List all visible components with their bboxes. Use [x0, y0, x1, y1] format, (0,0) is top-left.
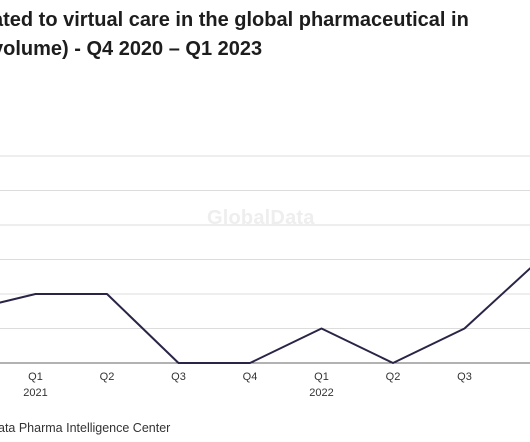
line-chart: Q1 2021 Q2 Q3 Q4 Q1 2022 Q2 Q3 — [0, 155, 530, 399]
chart-title: ated to virtual care in the global pharm… — [0, 6, 530, 64]
x-tick-label: Q4 — [243, 371, 258, 383]
chart-title-line-2: volume) - Q4 2020 – Q1 2023 — [0, 38, 263, 60]
x-tick-label: Q3 — [457, 371, 472, 383]
chart-title-line-1: ated to virtual care in the global pharm… — [0, 9, 469, 31]
x-tick-label: Q1 — [314, 371, 329, 383]
x-tick-year-label: 2022 — [309, 387, 333, 399]
x-tick-label: Q3 — [171, 371, 186, 383]
watermark: GlobalData — [207, 207, 315, 229]
x-tick-label: Q2 — [100, 371, 115, 383]
source-note: ata Pharma Intelligence Center — [0, 421, 171, 435]
x-tick-year-label: 2021 — [23, 387, 47, 399]
x-tick-label: Q1 — [28, 371, 43, 383]
x-tick-label: Q2 — [386, 371, 401, 383]
series-line — [0, 267, 530, 364]
